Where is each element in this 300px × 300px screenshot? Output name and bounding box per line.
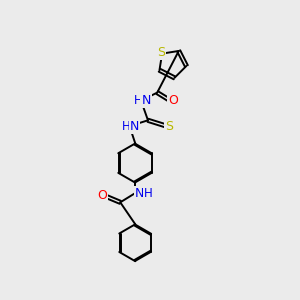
Text: N: N bbox=[135, 187, 145, 200]
Text: H: H bbox=[144, 187, 153, 200]
Text: O: O bbox=[168, 94, 178, 107]
Text: H: H bbox=[122, 120, 131, 133]
Text: N: N bbox=[130, 120, 139, 133]
Text: S: S bbox=[165, 120, 173, 133]
Text: O: O bbox=[97, 189, 107, 203]
Text: H: H bbox=[134, 94, 142, 107]
Text: S: S bbox=[157, 46, 165, 59]
Text: N: N bbox=[141, 94, 151, 107]
